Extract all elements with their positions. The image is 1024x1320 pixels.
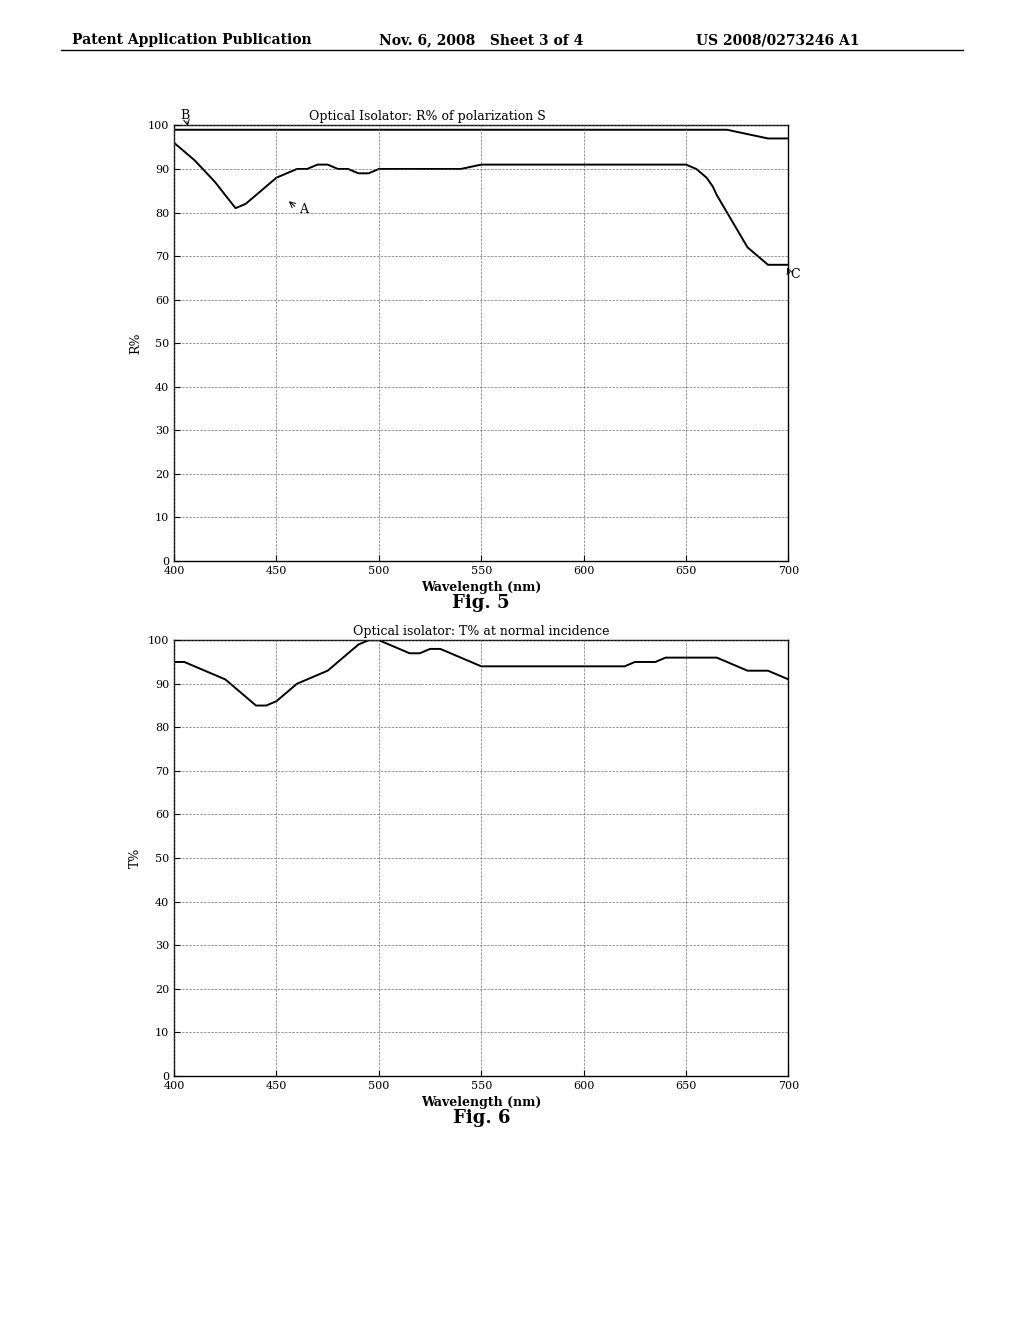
Text: Nov. 6, 2008   Sheet 3 of 4: Nov. 6, 2008 Sheet 3 of 4 (379, 33, 584, 48)
Text: US 2008/0273246 A1: US 2008/0273246 A1 (696, 33, 860, 48)
Text: A: A (299, 202, 308, 215)
Y-axis label: T%: T% (129, 847, 142, 869)
Text: C: C (791, 268, 800, 281)
Text: Fig. 6: Fig. 6 (453, 1109, 510, 1127)
Text: B: B (180, 108, 189, 121)
Text: Fig. 5: Fig. 5 (453, 594, 510, 612)
Y-axis label: R%: R% (129, 333, 142, 354)
X-axis label: Wavelength (nm): Wavelength (nm) (421, 1096, 542, 1109)
Text: Optical Isolator: R% of polarization S: Optical Isolator: R% of polarization S (309, 110, 546, 123)
Title: Optical isolator: T% at normal incidence: Optical isolator: T% at normal incidence (353, 624, 609, 638)
X-axis label: Wavelength (nm): Wavelength (nm) (421, 581, 542, 594)
Text: Patent Application Publication: Patent Application Publication (72, 33, 311, 48)
